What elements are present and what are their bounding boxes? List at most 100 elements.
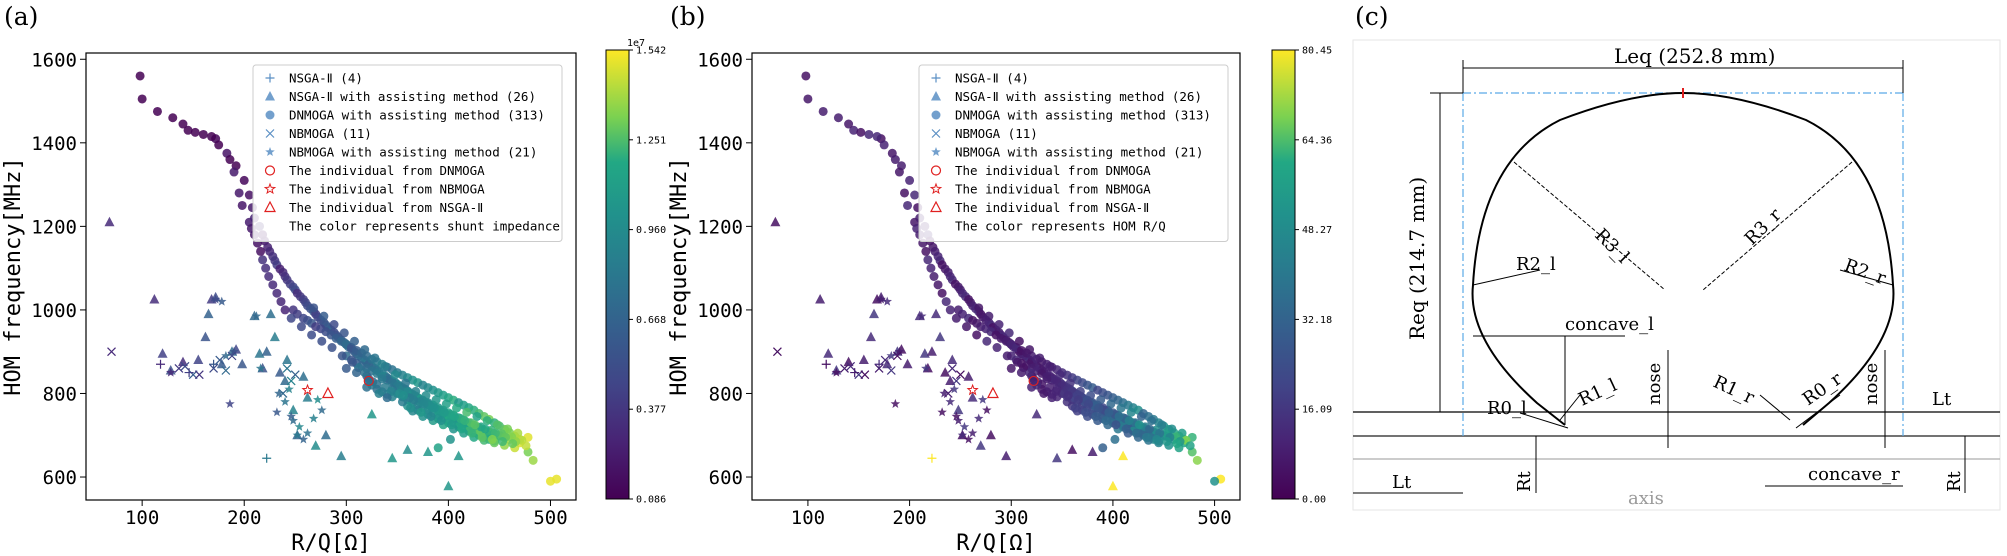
legend-marker-circle-open — [264, 165, 276, 176]
nsga2-assist-point — [947, 354, 958, 365]
nbmoga-assist-point — [967, 428, 978, 438]
dnmoga-point — [992, 343, 1002, 353]
dnmoga-point — [135, 71, 145, 81]
x-tick-label: 300 — [329, 507, 363, 529]
nsga2-assist-point — [1107, 480, 1118, 491]
dnmoga-point — [1016, 368, 1026, 378]
legend-entry-label: The individual from NSGA-Ⅱ — [955, 200, 1149, 215]
lt-r-label: Lt — [1932, 389, 1952, 410]
dnmoga-point — [137, 94, 147, 104]
nbmoga-assist-point — [921, 363, 931, 373]
dnmoga-point — [1084, 399, 1094, 409]
dnmoga-point — [1006, 363, 1016, 373]
y-tick-label: 1200 — [697, 216, 743, 238]
colorbar-tick-label: 0.086 — [636, 495, 666, 506]
nsga2-point — [927, 453, 937, 463]
nbmoga-assist-point — [251, 311, 262, 321]
dnmoga-point — [370, 353, 380, 363]
r3r-radius-line — [1702, 161, 1853, 291]
dnmoga-point — [941, 297, 951, 307]
dnmoga-point — [487, 434, 497, 444]
legend-marker-plus — [931, 73, 941, 83]
nbmoga-point — [951, 376, 961, 386]
legend: NSGA-Ⅱ (4) NSGA-Ⅱ with assisting method (… — [918, 64, 1229, 242]
dnmoga-point — [1096, 395, 1106, 405]
colorbar — [1271, 49, 1296, 500]
nsga2-assist-point — [967, 392, 978, 402]
colorbar-tick-label: 1.542 — [636, 46, 666, 57]
dnmoga-point — [903, 200, 913, 210]
nsga2-assist-point — [931, 308, 942, 319]
nbmoga-assist-point — [210, 294, 221, 304]
colorbar-tick-label: 80.45 — [1302, 46, 1332, 57]
dnmoga-point — [347, 357, 357, 367]
colorbar-tick-label: 0.00 — [1302, 495, 1326, 506]
legend-marker-circle — [265, 110, 275, 120]
legend-entry-label: NSGA-Ⅱ with assisting method (26) — [289, 89, 536, 104]
dnmoga-point — [409, 395, 419, 405]
dnmoga-point — [1116, 403, 1126, 413]
dnmoga-point — [214, 140, 224, 150]
dnmoga-point — [1162, 437, 1172, 447]
dnmoga-point — [225, 155, 235, 165]
nsga2-assist-point — [1067, 444, 1078, 454]
y-tick-label: 1000 — [697, 300, 743, 322]
dnmoga-point — [472, 411, 482, 421]
dnmoga-point — [508, 439, 518, 449]
nsga2-assist-point — [387, 452, 398, 463]
dnmoga-point — [374, 388, 384, 398]
nsga2-assist-point — [926, 346, 937, 356]
nsga2-point — [874, 359, 884, 369]
nsga2-point — [262, 453, 272, 463]
colorbar-exponent: 1e7 — [627, 38, 645, 49]
dnmoga-point — [460, 416, 470, 426]
nbmoga-assist-point — [945, 396, 955, 406]
nsga2-assist-point — [1118, 450, 1129, 461]
dnmoga-point — [237, 200, 247, 210]
dnmoga-point — [380, 361, 390, 371]
dnmoga-point — [856, 127, 866, 137]
nbmoga-assist-point — [886, 350, 896, 360]
dnmoga-point — [1136, 411, 1146, 421]
nbmoga-assist-point — [959, 421, 970, 431]
dnmoga-point — [341, 363, 351, 373]
nsga2-assist-point — [274, 367, 285, 377]
nsga2-assist-point — [858, 354, 869, 365]
dnmoga-point — [337, 351, 347, 361]
legend-entry-label: The individual from DNMOGA — [289, 163, 485, 178]
dnmoga-point — [239, 175, 249, 185]
nsga2-point — [850, 368, 860, 378]
nbmoga-assist-point — [982, 405, 992, 415]
dnmoga-point — [1094, 403, 1104, 413]
dnmoga-point — [1172, 439, 1182, 449]
dnmoga-point — [178, 119, 188, 129]
nsga2-assist-point — [310, 440, 321, 450]
rt-r-label: Rt — [1944, 470, 1965, 492]
dnmoga-point — [446, 420, 456, 430]
legend-marker-star-open — [263, 182, 277, 195]
nsga2-assist-point — [1087, 446, 1098, 456]
nsga2-assist-point — [265, 308, 276, 319]
dnmoga-point — [401, 378, 411, 388]
dnmoga-point — [268, 280, 278, 290]
panel-label-c: (c) — [1355, 2, 1389, 31]
nbmoga-point — [840, 363, 849, 373]
dnmoga-point — [1032, 380, 1042, 390]
nbmoga-assist-point — [292, 430, 303, 440]
nbmoga-point — [174, 363, 184, 373]
dnmoga-point — [1106, 399, 1116, 409]
dnmoga-point — [1114, 411, 1124, 421]
panel-label-b: (b) — [670, 2, 706, 31]
x-tick-label: 300 — [994, 507, 1028, 529]
dnmoga-point — [1101, 416, 1111, 426]
legend-entry-label: NBMOGA with assisting method (21) — [955, 145, 1203, 160]
nsga2-point — [209, 359, 219, 369]
dnmoga-point — [1126, 407, 1136, 417]
dnmoga-point — [833, 113, 843, 123]
nbmoga-assist-point — [217, 296, 227, 306]
colorbar-tick-label: 48.27 — [1302, 225, 1332, 236]
y-axis-label: HOM frequency[MHz] — [667, 157, 692, 395]
nbmoga-point — [772, 347, 782, 357]
dnmoga-point — [441, 399, 451, 409]
dnmoga-point — [1073, 395, 1083, 405]
